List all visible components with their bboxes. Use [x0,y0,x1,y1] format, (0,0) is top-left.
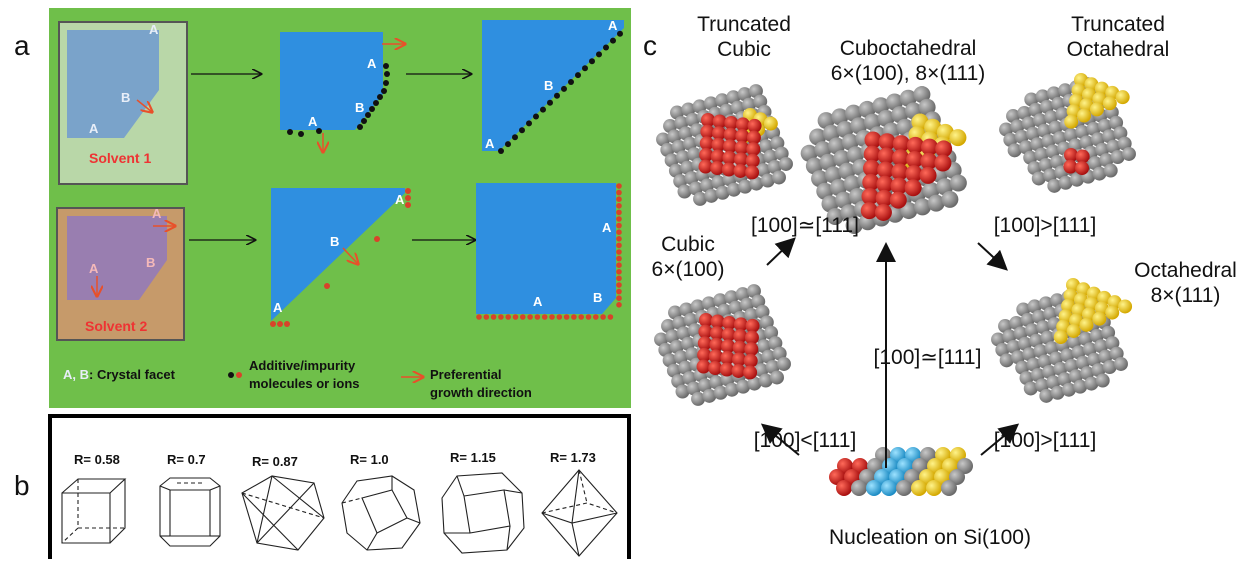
legend-crystal-facet: A, B: Crystal facet [63,367,175,382]
ratio-label-6: R= 1.73 [550,450,596,465]
ratio-label-4: R= 1.0 [350,452,389,467]
rel-right-upper: [100]>[111] [993,214,1097,237]
arrow-cubo-to-octa [977,242,1008,271]
ratio-label-5: R= 1.15 [450,450,496,465]
legend-growth: Preferential growth direction [430,367,532,400]
rel-center: [100]≃[111] [873,346,982,369]
panel-b-shapes [61,469,618,557]
label-octahedral: Octahedral 8×(111) [1134,259,1237,307]
facet-label-a4: A [152,206,162,221]
rel-left-upper: [100]≃[111] [751,214,859,237]
arrow-nuc-to-cubic [760,423,800,456]
panel-label-c: c [643,30,657,61]
facet-label-a1b: A [89,121,99,136]
cluster-cuboctahedral [800,86,967,234]
shape-r115 [441,472,525,554]
cluster-truncated-cubic [656,84,793,206]
facet-label-a3: A [608,18,618,33]
ratio-label-3: R= 0.87 [252,454,298,469]
panel-c-diagram [654,73,1136,496]
ratio-label-2: R= 0.7 [167,452,206,467]
facet-label-a5b: A [273,300,283,315]
arrow-cubic-to-cubo [766,237,796,266]
facet-label-b6: B [593,290,603,305]
row2-crystal3 [476,183,616,314]
panel-label-a: a [14,30,30,61]
panel-b: R= 0.58 R= 0.7 R= 0.87 R= 1.0 R= 1.15 R=… [48,414,631,559]
facet-label-a6: A [602,220,612,235]
cluster-octahedral [991,278,1133,403]
row1-crystal2 [280,32,383,130]
facet-label-a6b: A [533,294,543,309]
solvent2-label: Solvent 2 [85,318,148,334]
ratio-label-1: R= 0.58 [74,452,120,467]
panel-a-diagram [56,20,624,408]
row1-molecules [287,63,390,137]
row1-diag-molecules [498,30,623,154]
facet-label-b4: B [146,255,156,270]
facet-label-b2: B [355,100,365,115]
facet-label-a3b: A [485,136,495,151]
shape-r1 [341,475,421,551]
label-cuboctahedral: Cuboctahedral 6×(100), 8×(111) [830,37,986,85]
shape-octahedron [541,469,618,557]
row1-crystal3 [482,20,624,151]
arrow-nuc-to-octa [980,423,1020,456]
facet-label-a5: A [395,192,405,207]
shape-cube [61,478,127,544]
row2-molecules [270,188,411,327]
facet-label-a4b: A [89,261,99,276]
cluster-cubic [654,284,791,406]
facet-label-b5: B [330,234,340,249]
facet-label-b1: B [121,90,131,105]
cluster-nucleation [829,447,973,496]
solvent1-crystal [67,30,159,138]
label-nucleation: Nucleation on Si(100) [829,526,1031,549]
facet-label-a2b: A [308,114,318,129]
legend-additive: Additive/impurity molecules or ions [249,358,360,391]
panel-label-b: b [14,470,30,501]
cluster-truncated-octahedral [999,73,1136,193]
row2-crystal2 [271,188,405,321]
facet-label-b3: B [544,78,554,93]
facet-label-a2: A [367,56,377,71]
shape-cuboctahedron [241,475,325,551]
rel-right-lower: [100]>[111] [993,429,1097,452]
solvent2-crystal [67,216,167,300]
facet-label-a1: A [149,22,159,37]
label-truncated-octahedral: Truncated Octahedral [1066,13,1170,61]
panel-a: A B A Solvent 1 A B A A B A A B A Solven… [49,8,631,408]
label-cubic: Cubic 6×(100) [651,233,725,281]
shape-truncated-cube [159,477,221,547]
rel-left-lower: [100]<[111] [753,429,857,452]
solvent1-label: Solvent 1 [89,150,152,166]
label-truncated-cubic: Truncated Cubic [697,13,791,61]
row2-edge-molecules [476,183,622,320]
